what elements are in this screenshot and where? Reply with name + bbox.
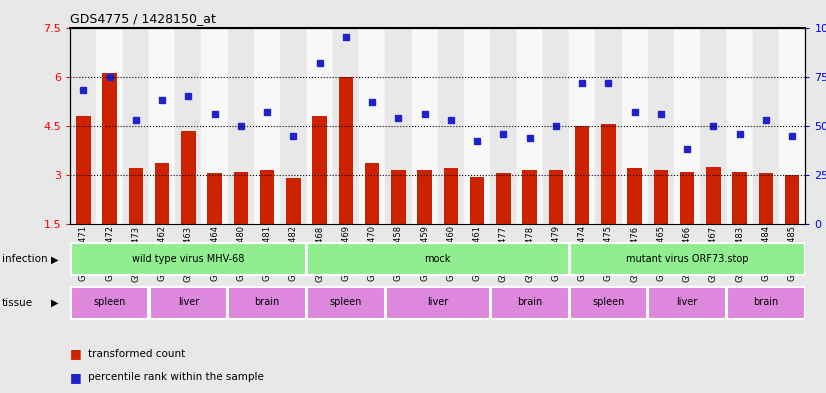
Bar (543, 28, 569, 224)
Bar (339, 77, 353, 224)
Bar (312, 116, 327, 224)
Bar (175, 28, 202, 224)
Bar (102, 73, 116, 224)
Bar (727, 287, 805, 318)
Bar (150, 287, 227, 318)
Bar (306, 28, 333, 224)
Bar (438, 28, 464, 224)
Text: wild type virus MHV-68: wild type virus MHV-68 (132, 253, 244, 264)
Bar (727, 28, 752, 224)
Bar (570, 243, 805, 275)
Bar (359, 28, 385, 224)
Bar (674, 28, 700, 224)
Bar (385, 28, 411, 224)
Bar (228, 287, 306, 318)
Bar (621, 28, 648, 224)
Bar (733, 172, 747, 224)
Bar (149, 28, 175, 224)
Bar (286, 178, 301, 224)
Bar (307, 243, 568, 275)
Bar (516, 28, 543, 224)
Bar (129, 168, 143, 224)
Bar (601, 124, 615, 224)
Bar (97, 28, 123, 224)
Bar (491, 28, 516, 224)
Bar (648, 28, 674, 224)
Bar (680, 172, 695, 224)
Bar (779, 28, 805, 224)
Bar (596, 28, 621, 224)
Bar (123, 28, 149, 224)
Text: ▶: ▶ (51, 254, 59, 264)
Bar (706, 167, 720, 224)
Text: liver: liver (676, 297, 698, 307)
Bar (491, 287, 568, 318)
Bar (752, 28, 779, 224)
Text: mock: mock (425, 253, 451, 264)
Bar (411, 28, 438, 224)
Text: brain: brain (753, 297, 779, 307)
Text: infection: infection (2, 254, 47, 264)
Bar (280, 28, 306, 224)
Bar (570, 287, 648, 318)
Bar (392, 170, 406, 224)
Bar (71, 287, 149, 318)
Bar (653, 170, 668, 224)
Bar (260, 170, 274, 224)
Bar (228, 28, 254, 224)
Text: liver: liver (178, 297, 199, 307)
Text: spleen: spleen (592, 297, 624, 307)
Bar (386, 287, 490, 318)
Bar (700, 28, 727, 224)
Text: spleen: spleen (330, 297, 362, 307)
Bar (155, 163, 169, 224)
Bar (648, 287, 726, 318)
Text: GDS4775 / 1428150_at: GDS4775 / 1428150_at (70, 12, 216, 25)
Bar (575, 126, 590, 224)
Bar (307, 287, 385, 318)
Bar (202, 28, 228, 224)
Bar (365, 163, 379, 224)
Bar (254, 28, 280, 224)
Text: tissue: tissue (2, 298, 33, 308)
Bar (523, 170, 537, 224)
Text: ▶: ▶ (51, 298, 59, 308)
Bar (470, 176, 484, 224)
Text: spleen: spleen (93, 297, 126, 307)
Bar (496, 173, 510, 224)
Bar (70, 28, 97, 224)
Bar (569, 28, 596, 224)
Bar (444, 168, 458, 224)
Bar (548, 170, 563, 224)
Text: liver: liver (427, 297, 449, 307)
Bar (333, 28, 359, 224)
Bar (234, 172, 248, 224)
Text: ■: ■ (70, 347, 82, 360)
Bar (628, 168, 642, 224)
Bar (759, 173, 773, 224)
Bar (464, 28, 491, 224)
Bar (181, 130, 196, 224)
Text: brain: brain (517, 297, 543, 307)
Bar (417, 170, 432, 224)
Text: brain: brain (254, 297, 280, 307)
Text: transformed count: transformed count (88, 349, 186, 359)
Text: mutant virus ORF73.stop: mutant virus ORF73.stop (626, 253, 748, 264)
Bar (71, 243, 306, 275)
Text: percentile rank within the sample: percentile rank within the sample (88, 372, 264, 382)
Bar (785, 175, 800, 224)
Bar (76, 116, 91, 224)
Text: ■: ■ (70, 371, 82, 384)
Bar (207, 173, 222, 224)
